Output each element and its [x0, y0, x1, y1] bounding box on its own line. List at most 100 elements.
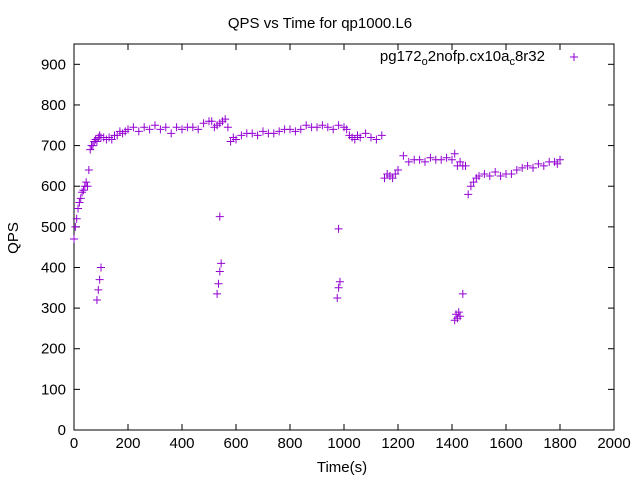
data-point — [145, 125, 154, 134]
data-point — [253, 131, 262, 140]
x-tick-label: 800 — [277, 435, 302, 452]
data-point — [466, 182, 475, 191]
data-point — [323, 123, 332, 132]
chart-title: QPS vs Time for qp1000.L6 — [228, 15, 412, 32]
legend: pg172o2nofp.cx10ac8r32 — [380, 48, 578, 68]
data-point — [426, 153, 435, 162]
data-point — [78, 188, 87, 197]
data-point — [318, 121, 327, 130]
data-point — [458, 289, 467, 298]
data-point — [461, 161, 470, 170]
data-point — [372, 135, 381, 144]
data-point — [83, 182, 92, 191]
data-point — [167, 129, 176, 138]
data-point — [188, 123, 197, 132]
y-tick-label: 800 — [41, 97, 66, 114]
y-tick-label: 600 — [41, 178, 66, 195]
data-point — [333, 293, 342, 302]
data-point — [217, 259, 226, 268]
legend-marker — [570, 53, 578, 61]
data-point — [215, 267, 224, 276]
data-point — [302, 121, 311, 130]
x-tick-label: 2000 — [597, 435, 630, 452]
y-tick-label: 400 — [41, 259, 66, 276]
data-point — [107, 135, 116, 144]
data-point — [113, 131, 122, 140]
y-tick-label: 300 — [41, 300, 66, 317]
data-point — [214, 279, 223, 288]
data-point — [70, 235, 78, 244]
data-point — [534, 159, 543, 168]
data-point — [151, 121, 159, 130]
data-point — [442, 153, 451, 162]
data-point — [518, 163, 527, 172]
data-point — [415, 155, 424, 164]
x-tick-label: 1200 — [381, 435, 414, 452]
y-tick-label: 500 — [41, 219, 66, 236]
data-point — [475, 172, 483, 181]
data-point — [313, 123, 321, 132]
data-point — [79, 186, 88, 195]
data-point — [226, 137, 235, 146]
x-tick-label: 1000 — [327, 435, 360, 452]
data-point — [296, 125, 305, 134]
data-point — [523, 161, 532, 170]
data-point — [404, 157, 413, 166]
y-tick-label: 700 — [41, 138, 66, 155]
x-tick-label: 1400 — [435, 435, 468, 452]
data-point — [553, 159, 562, 168]
data-point — [259, 127, 267, 136]
data-point — [480, 170, 489, 179]
data-point — [539, 161, 548, 170]
data-point — [71, 222, 80, 231]
data-points — [70, 115, 564, 325]
data-point — [74, 204, 83, 213]
data-point — [388, 174, 397, 183]
data-point — [269, 129, 278, 138]
x-tick-label: 0 — [70, 435, 78, 452]
data-point — [507, 170, 516, 179]
data-point — [199, 119, 208, 128]
legend-marker-glyph — [570, 53, 578, 61]
data-point — [464, 190, 473, 199]
data-point — [454, 308, 463, 317]
data-point — [334, 121, 343, 130]
y-axis-label: QPS — [5, 222, 22, 254]
data-point — [556, 155, 564, 164]
data-point — [437, 155, 446, 164]
data-point — [421, 157, 429, 166]
data-point — [232, 135, 240, 144]
data-point — [334, 283, 343, 292]
y-tick-label: 900 — [41, 56, 66, 73]
data-point — [161, 123, 170, 132]
data-point — [291, 127, 300, 136]
data-point — [377, 131, 386, 140]
plot-frame — [73, 43, 615, 431]
data-point — [215, 212, 224, 221]
x-tick-label: 1800 — [543, 435, 576, 452]
data-point — [485, 172, 494, 181]
data-point — [350, 135, 359, 144]
data-point — [82, 178, 91, 187]
data-point — [491, 167, 500, 176]
data-point — [391, 170, 400, 179]
data-point — [275, 127, 284, 136]
legend-label: pg172o2nofp.cx10ac8r32 — [380, 48, 545, 68]
data-point — [335, 277, 344, 286]
data-point — [394, 165, 402, 174]
data-point — [380, 174, 389, 183]
data-point — [248, 129, 257, 138]
data-point — [529, 163, 537, 172]
data-point — [221, 115, 230, 124]
data-point — [129, 123, 138, 132]
data-point — [456, 312, 465, 321]
data-point — [95, 131, 104, 140]
data-point — [448, 155, 456, 164]
data-point — [124, 125, 132, 134]
x-tick-label: 400 — [169, 435, 194, 452]
data-point — [469, 178, 478, 187]
x-axis-label: Time(s) — [317, 459, 367, 476]
data-point — [134, 127, 143, 136]
data-point — [178, 125, 186, 134]
data-point — [450, 149, 459, 158]
